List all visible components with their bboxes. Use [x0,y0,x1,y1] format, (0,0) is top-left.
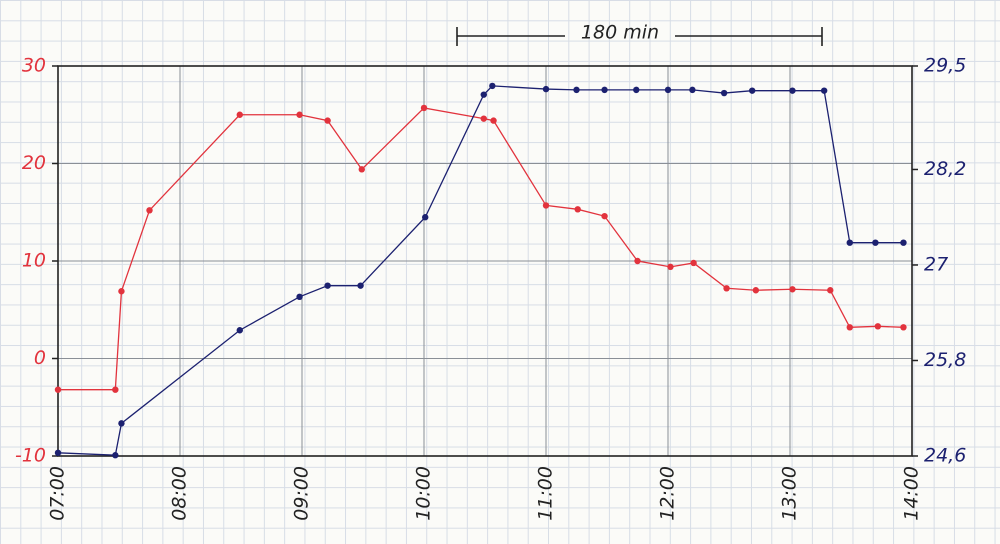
data-point [296,293,303,301]
x-tick-label: 10:00 [413,466,435,521]
data-point [236,111,243,118]
data-point [118,288,125,295]
data-point [723,285,730,292]
x-tick-label: 13:00 [779,466,801,521]
data-point [874,323,882,330]
data-point [324,117,331,124]
y2-tick-label: 28,2 [924,158,966,180]
data-point [480,91,487,98]
data-point [789,286,796,293]
data-point [542,85,550,93]
series-line [57,85,904,456]
data-point [846,324,853,331]
y-tick-label: 20 [22,152,46,174]
data-point [574,206,581,213]
y2-tick-label: 27 [924,253,948,275]
plot-frame [57,65,913,457]
annotation-bracket [456,27,823,46]
y-tick-label: 10 [22,250,46,272]
data-point [542,202,550,209]
data-point [664,86,672,94]
data-point [54,386,62,393]
data-point [820,87,828,94]
x-tick-label: 09:00 [291,466,313,521]
y2-tick-label: 29,5 [924,55,966,77]
data-point [690,259,697,267]
data-point [422,214,429,221]
data-point [752,287,760,294]
data-point [601,86,608,94]
series-line [58,107,904,391]
data-point [789,87,796,94]
data-point [634,257,641,265]
data-point [601,212,608,220]
data-point [357,282,364,289]
data-point [720,89,728,97]
data-point [689,86,696,94]
data-point [489,82,496,90]
y-tick-label: -10 [15,445,46,467]
y-tick-label: 30 [22,55,46,77]
x-tick-label: 08:00 [169,466,191,521]
x-tick-label: 07:00 [47,466,69,521]
data-point [324,282,331,289]
y-tick-label: 0 [34,347,46,369]
data-point [112,386,119,393]
data-point [748,87,756,94]
data-point [900,324,907,331]
data-point [667,263,674,271]
data-point [54,449,62,457]
data-point [633,86,640,94]
data-point [573,86,580,94]
data-point [900,239,907,246]
data-point [146,207,153,214]
x-tick-label: 14:00 [901,466,923,521]
x-tick-label: 12:00 [657,466,679,521]
data-point [827,287,834,294]
data-point [296,111,303,118]
y2-tick-label: 24,6 [924,445,966,467]
data-point [872,239,879,246]
data-point [420,104,428,112]
data-point [358,166,365,173]
data-point [480,115,487,122]
y2-tick-label: 25,8 [924,349,966,371]
data-point [846,239,853,246]
data-point [490,117,497,124]
annotation: 180 min [581,22,659,44]
data-point [118,420,125,427]
data-point [236,327,243,334]
x-tick-label: 11:00 [535,466,557,521]
data-point [112,452,119,459]
